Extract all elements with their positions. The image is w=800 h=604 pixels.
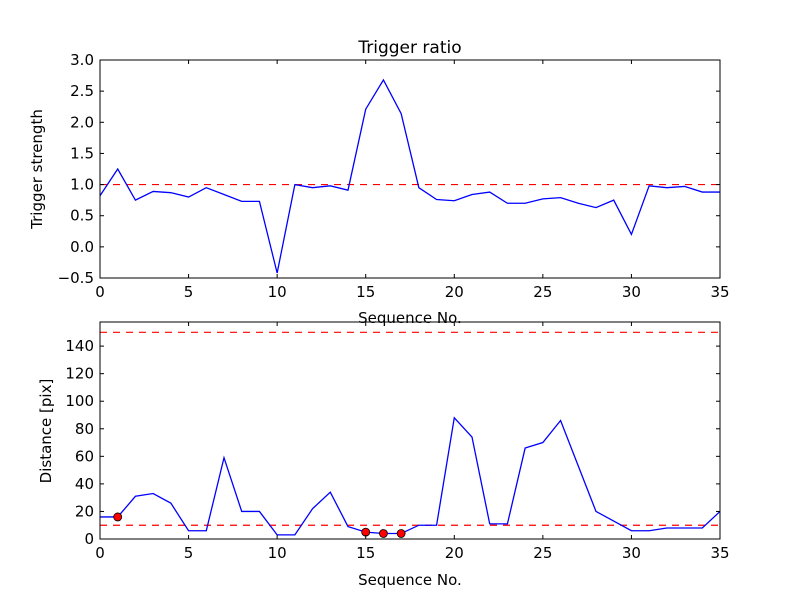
y-tick-label: 0.0 [70,238,94,256]
y-tick-label: −0.5 [58,269,94,287]
x-tick-label: 10 [268,283,287,301]
y-tick-label: 20 [75,502,94,520]
data-point-marker [396,529,406,538]
y-tick-label: 140 [65,337,94,355]
x-tick-label: 5 [184,544,194,562]
y-axis-label: Distance [pix] [37,379,55,484]
y-tick-label: 100 [65,392,94,410]
bottom-axes-distance: Sequence No. Distance [pix] 0 5 10 15 20 25 30… [37,321,730,589]
y-tick-label: 120 [65,365,94,383]
x-tick-label: 15 [356,283,375,301]
x-tick-label: 35 [710,544,729,562]
y-tick-label: 2.5 [70,82,94,100]
y-tick-label: 60 [75,447,94,465]
x-tick-label: 15 [356,544,375,562]
y-axis-label: Trigger strength [28,109,46,230]
data-point-marker [379,529,388,538]
x-tick-label: 25 [533,283,552,301]
y-tick-label: 40 [75,475,94,493]
chart-title: Trigger ratio [357,38,461,58]
x-tick-label: 0 [95,283,105,301]
x-tick-label: 10 [268,544,287,562]
x-tick-label: 30 [622,544,641,562]
x-tick-label: 0 [95,544,105,562]
y-tick-label: 2.0 [70,113,94,131]
data-point-marker [361,527,371,537]
series-line [100,416,721,536]
y-tick-label: 0 [84,530,94,548]
y-tick-label: 80 [75,420,94,438]
x-tick-label: 5 [184,283,194,301]
x-tick-label: 20 [445,283,464,301]
top-axes-trigger-ratio: Trigger ratio Sequence No. Trigger stren… [28,38,730,327]
series-line [99,78,720,274]
y-tick-label: 1.5 [70,144,94,162]
y-tick-label: 1.0 [70,176,94,194]
x-axis-label: Sequence No. [358,571,462,589]
data-point-marker [113,512,123,522]
x-tick-label: 30 [622,283,641,301]
x-tick-label: 35 [710,283,729,301]
x-axis-label: Sequence No. [358,309,462,327]
x-tick-label: 20 [445,544,464,562]
y-tick-label: 0.5 [70,207,94,225]
y-tick-label: 3.0 [70,51,94,69]
axes-frame [99,59,721,279]
x-tick-label: 25 [533,544,552,562]
axes-frame [99,321,721,540]
